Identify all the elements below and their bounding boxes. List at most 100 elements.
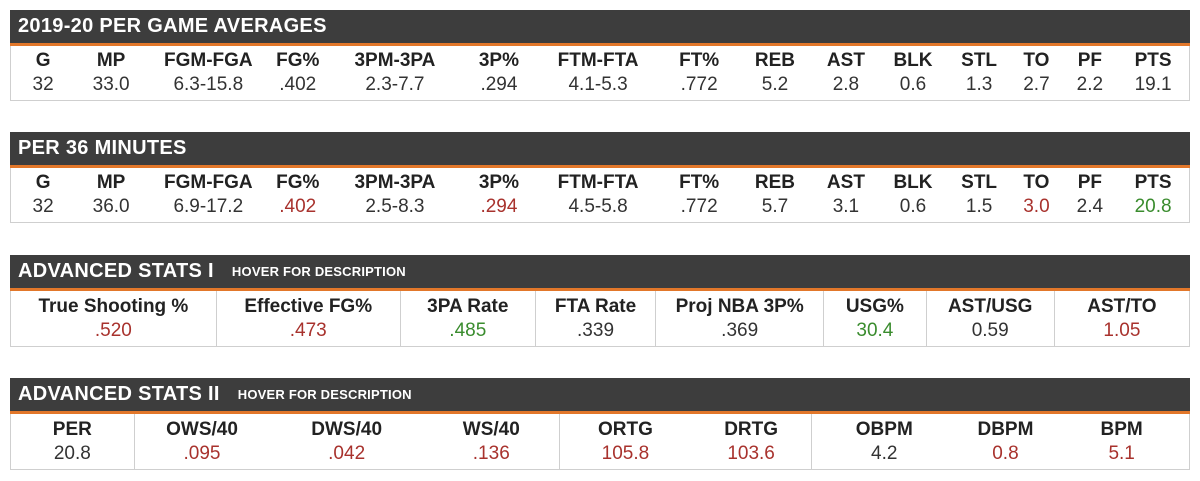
stat-label: TO [1023,172,1050,193]
stat-label: FGM-FGA [163,172,253,193]
section-title: ADVANCED STATS II [18,383,220,405]
stats-table: G 32 MP 36.0 FGM-FGA 6.9-17.2 FG% .402 3PM-3PA 2.… [10,168,1190,223]
stat-label: DWS/40 [311,418,383,440]
stat-label: True Shooting % [38,295,189,317]
stat-value: .520 [94,319,132,341]
stat-column: AST/TO 1.05 [1053,291,1189,346]
stat-column: Proj NBA 3P% .369 [655,291,823,346]
stat-value: 2.8 [832,74,860,95]
stat-label: FTM-FTA [557,50,639,71]
section-header: ADVANCED STATS II HOVER FOR DESCRIPTION [10,378,1190,414]
stat-column: FGM-FGA 6.9-17.2 [147,168,269,222]
stat-column: FTA Rate .339 [534,291,655,346]
stat-column: PTS 20.8 [1117,168,1189,222]
stat-label: BLK [893,50,933,71]
stat-column: PTS 19.1 [1117,46,1189,100]
stat-column: PF 2.2 [1063,46,1117,100]
stat-column: 3PM-3PA 2.5-8.3 [326,168,464,222]
stat-column: DRTG 103.6 [691,414,811,469]
stat-label: AST/USG [947,295,1033,317]
advanced-stats-2-section: ADVANCED STATS II HOVER FOR DESCRIPTION … [10,378,1190,470]
stat-value: 0.6 [899,74,927,95]
stat-column: BLK 0.6 [878,168,948,222]
stat-column: AST/USG 0.59 [925,291,1054,346]
stat-column: MP 36.0 [75,168,147,222]
stat-value: .473 [289,319,327,341]
stat-column: REB 5.7 [736,168,814,222]
stat-label: FG% [276,172,320,193]
stat-value: 1.05 [1103,319,1141,341]
stat-label: STL [961,50,998,71]
stat-value: .294 [480,196,518,217]
stat-label: REB [754,50,796,71]
stat-label: PTS [1134,172,1172,193]
stat-value: 3.1 [832,196,860,217]
stat-label: FTA Rate [554,295,637,317]
stat-value: 3.0 [1023,196,1050,217]
advanced-stats-1-section: ADVANCED STATS I HOVER FOR DESCRIPTION T… [10,255,1190,347]
stat-label: 3P% [478,50,519,71]
stat-value: .402 [279,196,317,217]
stat-column: MP 33.0 [75,46,147,100]
stat-label: FTM-FTA [557,172,639,193]
stat-value: 20.8 [1134,196,1172,217]
stat-column: PF 2.4 [1063,168,1117,222]
stat-value: 6.3-15.8 [173,74,244,95]
stat-value: 1.5 [965,196,993,217]
stat-value: .042 [328,442,366,464]
stat-column: FG% .402 [270,46,326,100]
hover-for-description-link[interactable]: HOVER FOR DESCRIPTION [231,264,406,279]
stat-column: 3PA Rate .485 [399,291,535,346]
stat-value: 20.8 [53,442,91,464]
stat-label: AST/TO [1087,295,1157,317]
stat-value: .294 [480,74,518,95]
stat-label: PF [1077,172,1103,193]
stat-value: 33.0 [92,74,130,95]
stat-label: BPM [1100,418,1143,440]
stat-value: 0.59 [971,319,1009,341]
stat-value: 1.3 [965,74,993,95]
stat-value: 36.0 [92,196,130,217]
stat-label: G [35,50,51,71]
stat-value: 2.7 [1023,74,1050,95]
stat-value: .772 [680,196,718,217]
stat-column: ORTG 105.8 [558,414,692,469]
hover-for-description-link[interactable]: HOVER FOR DESCRIPTION [237,387,412,402]
stat-column: G 32 [11,46,75,100]
stat-label: FG% [276,50,320,71]
stat-value: 105.8 [601,442,650,464]
stat-column: FT% .772 [662,168,736,222]
stat-label: TO [1023,50,1050,71]
stat-column: BLK 0.6 [878,46,948,100]
stat-column: OWS/40.095 [133,414,270,469]
stat-value: 32 [32,196,54,217]
stat-column: 3P% .294 [464,168,534,222]
stat-value: 0.8 [992,442,1019,464]
stat-label: WS/40 [462,418,520,440]
stat-value: 30.4 [856,319,894,341]
stat-column: TO 2.7 [1010,46,1062,100]
stats-table: G 32 MP 33.0 FGM-FGA 6.3-15.8 FG% .402 3PM-3PA 2.… [10,46,1190,101]
stat-value: 6.9-17.2 [173,196,244,217]
stat-label: MP [96,50,126,71]
section-header: ADVANCED STATS I HOVER FOR DESCRIPTION [10,255,1190,291]
stat-column: 3P% .294 [464,46,534,100]
stat-label: PF [1077,50,1103,71]
stat-value: 4.5-5.8 [568,196,628,217]
stat-label: ORTG [597,418,653,440]
stat-column: OBPM 4.2 [810,414,957,469]
stat-label: PER [52,418,92,440]
stat-column: DBPM 0.8 [957,414,1055,469]
stat-column: FG% .402 [270,168,326,222]
stat-value: 5.2 [761,74,789,95]
stat-column: PER 20.8 [11,414,134,469]
stats-table: True Shooting % .520 Effective FG% .473 3PA … [10,291,1190,347]
stat-column: AST 2.8 [814,46,878,100]
section-header: PER 36 MINUTES [10,132,1190,168]
per-36-section: PER 36 MINUTES G 32 MP 36.0 FGM-FGA 6.9-17.2 F… [10,132,1190,223]
section-header: 2019-20 PER GAME AVERAGES [10,10,1190,46]
stat-column: FTM-FTA 4.1-5.3 [534,46,662,100]
stat-label: MP [96,172,126,193]
stat-label: Proj NBA 3P% [675,295,804,317]
stat-label: FT% [679,172,720,193]
